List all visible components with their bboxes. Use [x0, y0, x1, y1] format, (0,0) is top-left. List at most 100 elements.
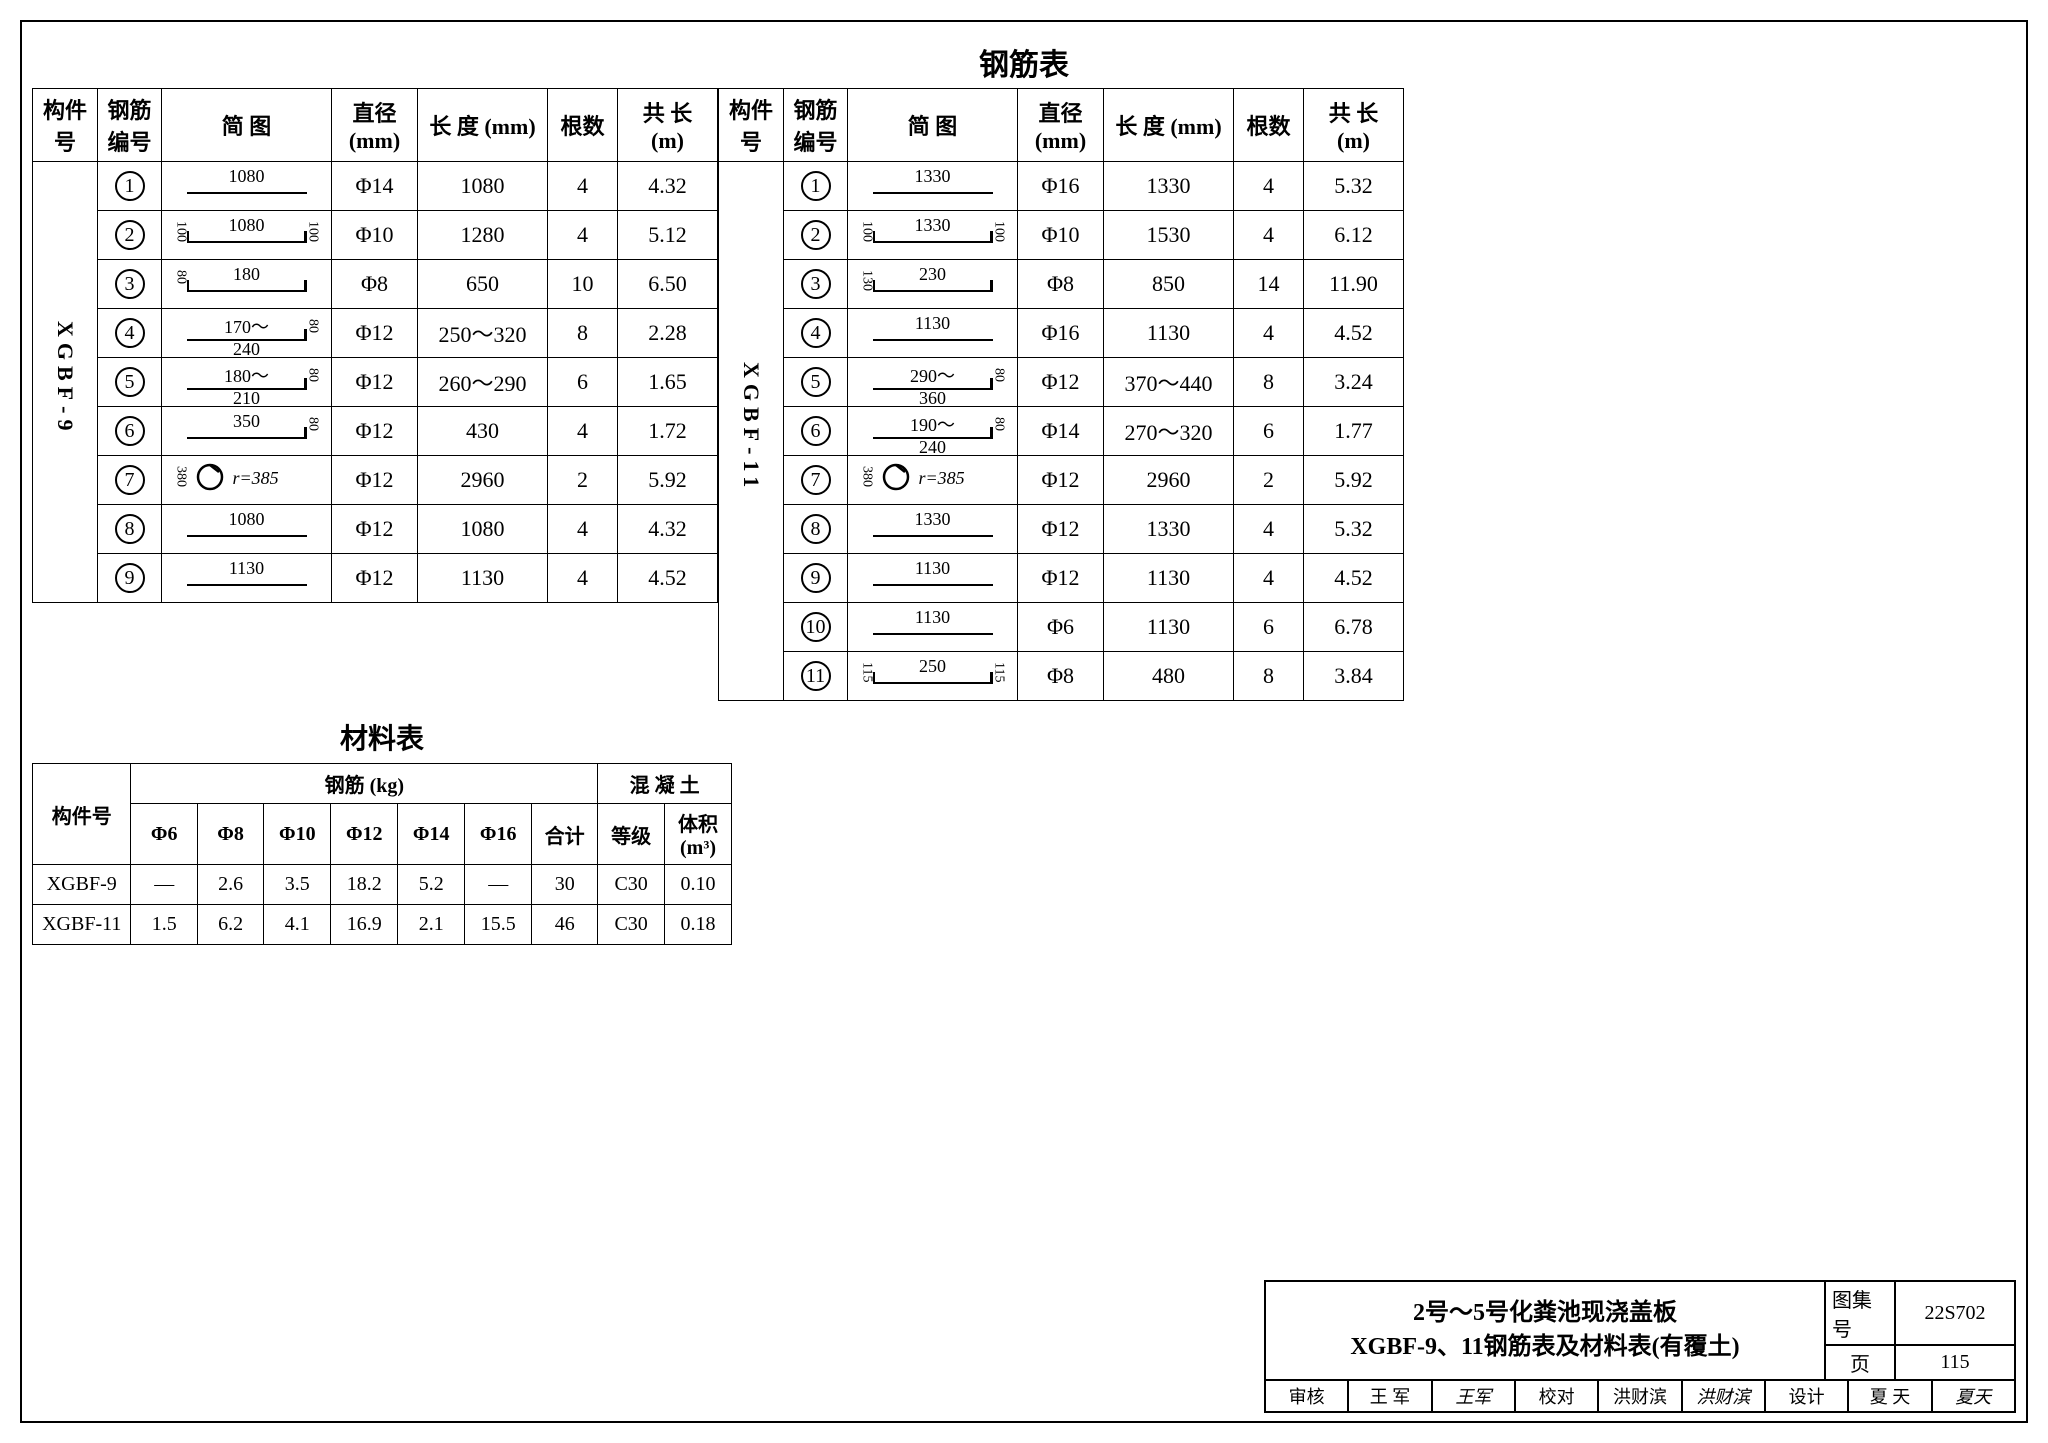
rebar-dia: Φ10: [332, 211, 418, 260]
mat-val: 0.10: [665, 865, 732, 905]
rebar-qty: 6: [1234, 407, 1304, 456]
rebar-len: 650: [418, 260, 548, 309]
rebar-no: 11: [784, 652, 848, 701]
rebar-tot: 3.24: [1304, 358, 1404, 407]
rebar-no: 3: [98, 260, 162, 309]
page-no: 115: [1895, 1345, 2015, 1380]
rebar-tot: 4.32: [618, 505, 718, 554]
rebar-tot: 11.90: [1304, 260, 1404, 309]
hdr-diameter: 直径 (mm): [332, 89, 418, 162]
rebar-len: 1080: [418, 162, 548, 211]
rebar-row: XGBF-1111330Φ16133045.32: [719, 162, 1404, 211]
mat-name: XGBF-11: [33, 905, 131, 945]
rebar-diagram: 1080100100: [162, 211, 332, 260]
set-no: 22S702: [1895, 1281, 2015, 1345]
rebar-row: 4170～24080Φ12250～32082.28: [33, 309, 718, 358]
rebar-qty: 4: [1234, 211, 1304, 260]
rebar-len: 1130: [418, 554, 548, 603]
rebar-len: 850: [1104, 260, 1234, 309]
rebar-diagram: 180～21080: [162, 358, 332, 407]
rebar-row: 91130Φ12113044.52: [719, 554, 1404, 603]
hdr-length: 长 度 (mm): [1104, 89, 1234, 162]
rebar-diagram: 250115115: [848, 652, 1018, 701]
review-label: 审核: [1265, 1380, 1348, 1412]
drawing-title-1: 2号～5号化粪池现浇盖板: [1350, 1297, 1739, 1331]
rebar-dia: Φ14: [1018, 407, 1104, 456]
set-label: 图集号: [1825, 1281, 1895, 1345]
rebar-qty: 4: [548, 211, 618, 260]
rebar-no: 7: [784, 456, 848, 505]
drawing-title-2: XGBF-9、11钢筋表及材料表(有覆土): [1350, 1331, 1739, 1365]
rebar-diagram: 290～36080: [848, 358, 1018, 407]
rebar-qty: 14: [1234, 260, 1304, 309]
rebar-row: 21080100100Φ10128045.12: [33, 211, 718, 260]
rebar-dia: Φ16: [1018, 309, 1104, 358]
review-sig: 王军: [1432, 1380, 1515, 1412]
rebar-no: 4: [98, 309, 162, 358]
design-label: 设计: [1765, 1380, 1848, 1412]
mat-col: 合计: [532, 804, 598, 865]
title-block: 2号～5号化粪池现浇盖板 XGBF-9、11钢筋表及材料表(有覆土) 图集号 2…: [1264, 1280, 2016, 1413]
rebar-dia: Φ8: [1018, 652, 1104, 701]
rebar-no: 1: [784, 162, 848, 211]
rebar-dia: Φ12: [332, 309, 418, 358]
rebar-dia: Φ12: [332, 358, 418, 407]
rebar-len: 2960: [1104, 456, 1234, 505]
rebar-tot: 5.32: [1304, 505, 1404, 554]
rebar-len: 1330: [1104, 505, 1234, 554]
rebar-qty: 4: [1234, 162, 1304, 211]
rebar-qty: 6: [548, 358, 618, 407]
rebar-row: 11250115115Φ848083.84: [719, 652, 1404, 701]
hdr-qty: 根数: [548, 89, 618, 162]
rebar-row: 81080Φ12108044.32: [33, 505, 718, 554]
rebar-tot: 2.28: [618, 309, 718, 358]
rebar-dia: Φ10: [1018, 211, 1104, 260]
rebar-no: 9: [784, 554, 848, 603]
rebar-qty: 2: [548, 456, 618, 505]
mat-val: 2.1: [398, 905, 465, 945]
rebar-row: 5180～21080Φ12260～29061.65: [33, 358, 718, 407]
rebar-dia: Φ12: [1018, 505, 1104, 554]
rebar-diagram: 1080: [162, 505, 332, 554]
rebar-len: 370～440: [1104, 358, 1234, 407]
rebar-qty: 2: [1234, 456, 1304, 505]
rebar-row: 318080Φ8650106.50: [33, 260, 718, 309]
rebar-len: 1130: [1104, 603, 1234, 652]
mat-name: XGBF-9: [33, 865, 131, 905]
mat-hdr-concrete: 混 凝 土: [598, 764, 732, 804]
rebar-row: 3230130Φ88501411.90: [719, 260, 1404, 309]
rebar-qty: 4: [548, 505, 618, 554]
rebar-row: 7380r=385Φ12296025.92: [719, 456, 1404, 505]
mat-val: C30: [598, 865, 665, 905]
mat-val: —: [131, 865, 197, 905]
mat-col: 等级: [598, 804, 665, 865]
mat-row: XGBF-111.56.24.116.92.115.546C300.18: [33, 905, 732, 945]
rebar-row: 7380r=385Φ12296025.92: [33, 456, 718, 505]
rebar-row: XGBF-911080Φ14108044.32: [33, 162, 718, 211]
design-name: 夏 天: [1848, 1380, 1931, 1412]
rebar-diagram: 1130: [848, 603, 1018, 652]
rebar-dia: Φ6: [1018, 603, 1104, 652]
rebar-diagram: 18080: [162, 260, 332, 309]
rebar-row: 91130Φ12113044.52: [33, 554, 718, 603]
mat-hdr-rebar: 钢筋 (kg): [131, 764, 598, 804]
mat-col: Φ16: [465, 804, 532, 865]
rebar-row: 6190～24080Φ14270～32061.77: [719, 407, 1404, 456]
rebar-diagram: 190～24080: [848, 407, 1018, 456]
mat-val: 1.5: [131, 905, 197, 945]
rebar-no: 2: [784, 211, 848, 260]
rebar-diagram: 1130: [848, 309, 1018, 358]
rebar-len: 480: [1104, 652, 1234, 701]
materials-table: 构件号 钢筋 (kg) 混 凝 土 Φ6Φ8Φ10Φ12Φ14Φ16合计等级体积…: [32, 763, 732, 945]
rebar-diagram: 1130: [848, 554, 1018, 603]
rebar-qty: 4: [1234, 554, 1304, 603]
rebar-diagram: 230130: [848, 260, 1018, 309]
rebar-no: 1: [98, 162, 162, 211]
rebar-no: 8: [98, 505, 162, 554]
mat-col: Φ6: [131, 804, 197, 865]
rebar-tot: 3.84: [1304, 652, 1404, 701]
rebar-tot: 5.32: [1304, 162, 1404, 211]
rebar-row: 21330100100Φ10153046.12: [719, 211, 1404, 260]
mat-val: 18.2: [331, 865, 398, 905]
mat-val: 0.18: [665, 905, 732, 945]
